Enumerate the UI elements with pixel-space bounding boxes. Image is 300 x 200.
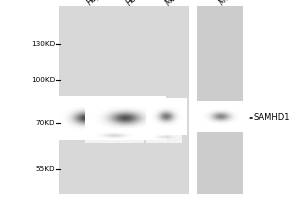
Text: HeLa: HeLa [124,0,145,7]
Bar [196,6,243,194]
Text: SAMHD1: SAMHD1 [254,114,290,122]
Text: 100KD: 100KD [31,77,56,83]
Text: HepG2: HepG2 [85,0,110,7]
Text: 130KD: 130KD [31,41,56,47]
Bar [58,6,189,194]
Bar [189,6,196,194]
Text: 70KD: 70KD [36,120,56,126]
Text: MCF7: MCF7 [164,0,185,7]
Text: 55KD: 55KD [36,166,56,172]
Text: Mouse spleen: Mouse spleen [218,0,261,7]
